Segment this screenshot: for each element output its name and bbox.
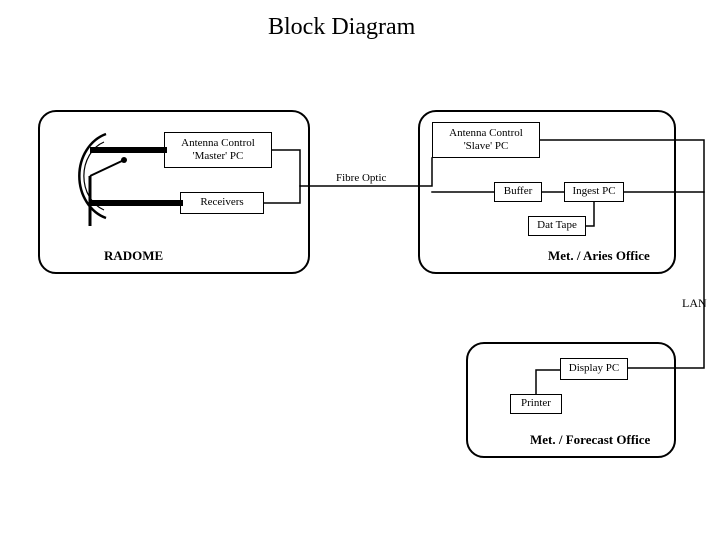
node-printer: Printer — [510, 394, 562, 414]
group-met-aries-label: Met. / Aries Office — [548, 248, 650, 264]
node-display-pc: Display PC — [560, 358, 628, 380]
diagram-canvas: Block Diagram RADOME Met. / Aries Office… — [0, 0, 720, 540]
node-label: Ingest PC — [572, 185, 615, 198]
group-met-forecast-label: Met. / Forecast Office — [530, 432, 650, 448]
node-label: Receivers — [200, 196, 243, 209]
lan-label: LAN — [682, 296, 707, 311]
node-label: Buffer — [504, 185, 533, 198]
node-ingest-pc: Ingest PC — [564, 182, 624, 202]
node-master-pc: Antenna Control'Master' PC — [164, 132, 272, 168]
node-label: Antenna Control'Master' PC — [181, 137, 255, 163]
node-slave-pc: Antenna Control'Slave' PC — [432, 122, 540, 158]
diagram-title: Block Diagram — [268, 14, 415, 41]
antenna-icon — [56, 128, 136, 228]
node-receivers: Receivers — [180, 192, 264, 214]
node-label: Antenna Control'Slave' PC — [449, 127, 523, 153]
node-buffer: Buffer — [494, 182, 542, 202]
group-radome-label: RADOME — [104, 248, 163, 264]
node-label: Printer — [521, 397, 551, 410]
edge-label-fibre-optic: Fibre Optic — [336, 172, 386, 184]
node-label: Dat Tape — [537, 219, 577, 232]
node-dat-tape: Dat Tape — [528, 216, 586, 236]
node-label: Display PC — [569, 362, 619, 375]
